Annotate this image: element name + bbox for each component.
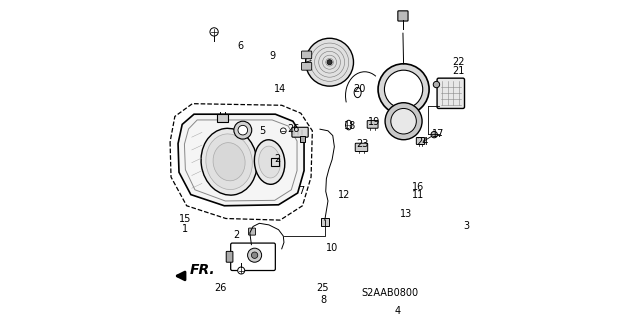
Text: 13: 13 xyxy=(400,209,412,219)
Circle shape xyxy=(238,125,248,135)
Text: 2: 2 xyxy=(233,230,239,240)
Text: 6: 6 xyxy=(237,41,243,51)
Text: 7: 7 xyxy=(298,186,304,196)
Text: 23: 23 xyxy=(356,139,368,149)
Text: FR.: FR. xyxy=(189,263,215,277)
FancyBboxPatch shape xyxy=(437,78,465,108)
FancyBboxPatch shape xyxy=(271,158,278,166)
Circle shape xyxy=(385,103,422,140)
Text: 8: 8 xyxy=(321,295,327,305)
FancyBboxPatch shape xyxy=(301,63,312,70)
Polygon shape xyxy=(170,104,312,220)
Ellipse shape xyxy=(206,134,252,189)
FancyBboxPatch shape xyxy=(398,11,408,21)
Polygon shape xyxy=(178,114,304,206)
Text: 15: 15 xyxy=(179,214,191,224)
Text: 14: 14 xyxy=(274,84,286,94)
Ellipse shape xyxy=(213,143,245,181)
Text: 2: 2 xyxy=(275,154,281,165)
Text: 1: 1 xyxy=(182,224,188,234)
FancyBboxPatch shape xyxy=(292,127,308,137)
FancyBboxPatch shape xyxy=(438,83,454,102)
Circle shape xyxy=(280,128,286,134)
Text: 26: 26 xyxy=(287,123,300,134)
FancyBboxPatch shape xyxy=(230,243,275,271)
Circle shape xyxy=(433,81,440,88)
FancyBboxPatch shape xyxy=(301,51,312,59)
Text: 22: 22 xyxy=(452,57,465,67)
FancyBboxPatch shape xyxy=(217,114,228,122)
Circle shape xyxy=(234,121,252,139)
FancyBboxPatch shape xyxy=(367,121,378,128)
Text: S2AAB0800: S2AAB0800 xyxy=(362,288,419,298)
Ellipse shape xyxy=(254,140,285,184)
FancyBboxPatch shape xyxy=(355,143,368,152)
Text: 19: 19 xyxy=(367,117,380,127)
FancyBboxPatch shape xyxy=(300,136,305,142)
Text: 18: 18 xyxy=(344,121,356,131)
Circle shape xyxy=(391,108,417,134)
Circle shape xyxy=(237,267,244,274)
Ellipse shape xyxy=(346,120,352,130)
Text: 24: 24 xyxy=(416,137,428,147)
Text: 16: 16 xyxy=(412,182,424,192)
Circle shape xyxy=(378,64,429,115)
Text: 17: 17 xyxy=(432,129,444,139)
Ellipse shape xyxy=(354,87,361,98)
Text: 3: 3 xyxy=(463,221,469,232)
Text: 12: 12 xyxy=(339,190,351,200)
FancyBboxPatch shape xyxy=(321,218,328,226)
Circle shape xyxy=(252,252,258,258)
FancyBboxPatch shape xyxy=(417,137,424,145)
Ellipse shape xyxy=(201,128,257,195)
Circle shape xyxy=(385,70,422,108)
Text: 26: 26 xyxy=(214,283,227,293)
Circle shape xyxy=(248,248,262,262)
Circle shape xyxy=(210,28,218,36)
Text: 4: 4 xyxy=(395,306,401,316)
Text: 10: 10 xyxy=(326,243,339,253)
Text: 25: 25 xyxy=(316,283,328,293)
Circle shape xyxy=(327,60,332,65)
FancyBboxPatch shape xyxy=(226,251,233,262)
Text: 11: 11 xyxy=(412,190,424,200)
FancyBboxPatch shape xyxy=(248,228,255,235)
Circle shape xyxy=(306,38,353,86)
Text: 9: 9 xyxy=(269,50,276,61)
Text: 5: 5 xyxy=(259,126,265,137)
Text: 20: 20 xyxy=(353,84,365,94)
Circle shape xyxy=(431,131,437,138)
Text: 21: 21 xyxy=(452,66,465,76)
Ellipse shape xyxy=(259,146,280,178)
